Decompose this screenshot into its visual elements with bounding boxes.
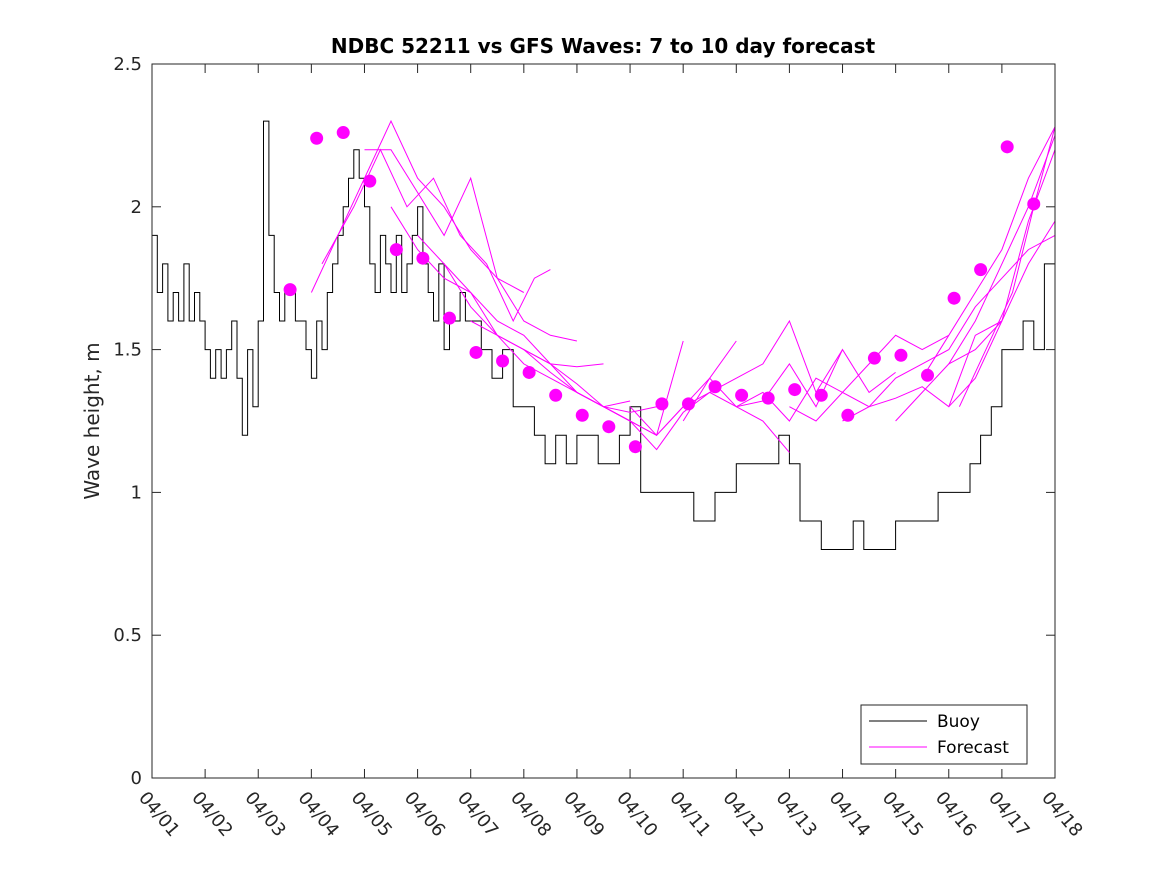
series-line-buoy	[152, 120, 1055, 550]
plot-frame	[151, 63, 1056, 779]
y-tick-label: 2.5	[113, 54, 142, 75]
y-tick-label: 1.5	[113, 340, 142, 361]
y-axis-label: Wave height, m	[80, 342, 104, 499]
forecast-point	[894, 348, 908, 362]
forecast-point	[974, 263, 988, 277]
series-line-forecast-run-19	[958, 126, 1056, 407]
series-line-forecast-run-10	[629, 319, 843, 437]
series-line-forecast-run-18	[948, 220, 1056, 408]
forecast-point	[283, 283, 297, 297]
legend: Buoy Forecast	[860, 704, 1028, 765]
y-tick-label: 0.5	[113, 625, 142, 646]
forecast-point	[708, 380, 722, 394]
forecast-point	[469, 345, 483, 359]
forecast-point	[1027, 197, 1041, 211]
plot-area	[152, 64, 1055, 778]
legend-buoy-label: Buoy	[937, 712, 980, 732]
forecast-point	[628, 440, 642, 454]
forecast-point	[841, 408, 855, 422]
series-line-forecast-run-14	[842, 234, 1056, 422]
forecast-point	[761, 391, 775, 405]
forecast-point	[602, 420, 616, 434]
forecast-point	[496, 354, 510, 368]
forecast-point	[442, 311, 456, 325]
forecast-point	[655, 397, 669, 411]
series-line-forecast-run-6	[443, 263, 657, 413]
forecast-point	[735, 388, 749, 402]
forecast-point	[389, 243, 403, 257]
forecast-point	[549, 388, 563, 402]
forecast-point	[947, 291, 961, 305]
forecast-point	[921, 368, 935, 382]
forecast-point	[575, 408, 589, 422]
forecast-point	[416, 251, 430, 265]
forecast-point	[867, 351, 881, 365]
chart-title: NDBC 52211 vs GFS Waves: 7 to 10 day for…	[331, 34, 876, 58]
series-line-forecast-run-16	[921, 126, 1056, 379]
forecast-point	[363, 174, 377, 188]
forecast-point	[788, 383, 802, 397]
legend-box	[860, 704, 1028, 765]
series-line-forecast-run-13	[789, 320, 1003, 422]
legend-forecast-label: Forecast	[937, 738, 1009, 758]
forecast-point	[681, 397, 695, 411]
y-tick-label: 2	[131, 197, 142, 218]
series-line-forecast-run-3	[364, 149, 578, 342]
series-line-forecast-run-9	[576, 391, 790, 453]
forecast-point	[336, 126, 350, 140]
forecast-point	[1000, 140, 1014, 154]
y-tick-label: 1	[131, 482, 142, 503]
forecast-point	[814, 388, 828, 402]
y-axis: 0 0.5 1 1.5 2 2.5	[113, 54, 1055, 789]
series-layer	[152, 119, 1056, 550]
forecast-point	[522, 365, 536, 379]
forecast-point	[310, 131, 324, 145]
y-tick-label: 0	[131, 768, 142, 789]
